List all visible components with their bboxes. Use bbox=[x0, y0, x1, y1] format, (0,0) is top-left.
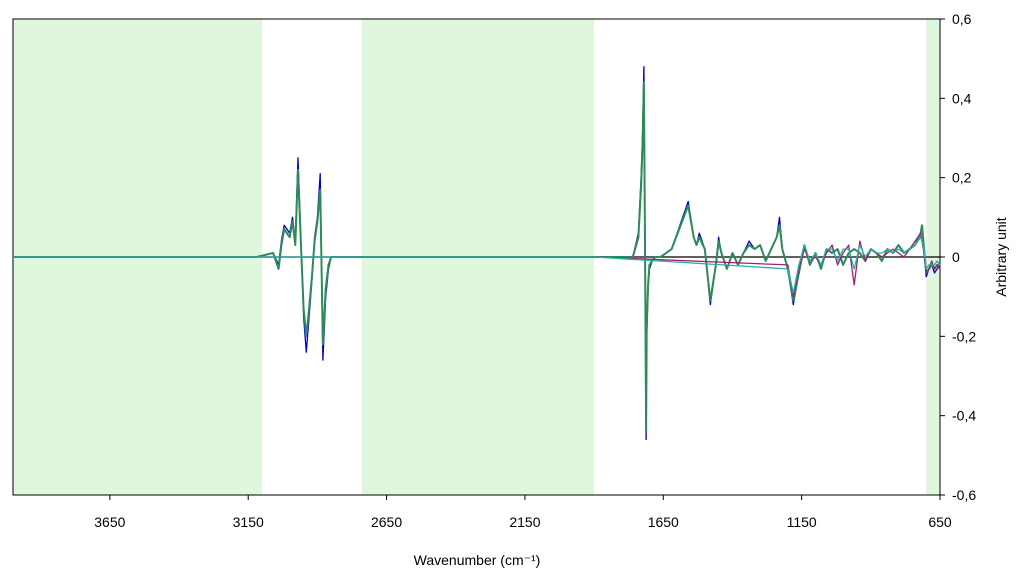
y-axis-title: Arbitrary unit bbox=[993, 217, 1009, 296]
y-tick-label: -0,2 bbox=[952, 328, 976, 344]
x-tick-label: 1150 bbox=[787, 514, 817, 530]
x-tick-label: 3150 bbox=[233, 514, 264, 530]
x-tick-label: 1650 bbox=[648, 514, 679, 530]
y-tick-label: 0,4 bbox=[952, 90, 972, 106]
y-tick-label: -0,4 bbox=[952, 408, 976, 424]
x-axis-title: Wavenumber (cm⁻¹) bbox=[414, 552, 541, 568]
x-tick-label: 2650 bbox=[371, 514, 402, 530]
x-axis-ticks: 3650 3150 2650 2150 1650 1150 650 bbox=[94, 495, 952, 530]
series-line-2 bbox=[13, 81, 940, 433]
series-layer bbox=[13, 65, 941, 441]
x-tick-label: 650 bbox=[928, 514, 952, 530]
series-line-4 bbox=[13, 236, 941, 294]
y-tick-label: 0,2 bbox=[952, 170, 972, 186]
y-tick-label: 0 bbox=[952, 249, 960, 265]
y-tick-label: 0,6 bbox=[952, 11, 972, 27]
x-tick-label: 2150 bbox=[509, 514, 540, 530]
x-tick-label: 3650 bbox=[94, 514, 125, 530]
y-axis-ticks: 0,6 0,4 0,2 0 -0,2 -0,4 -0,6 bbox=[940, 11, 976, 503]
y-tick-label: -0,6 bbox=[952, 487, 976, 503]
